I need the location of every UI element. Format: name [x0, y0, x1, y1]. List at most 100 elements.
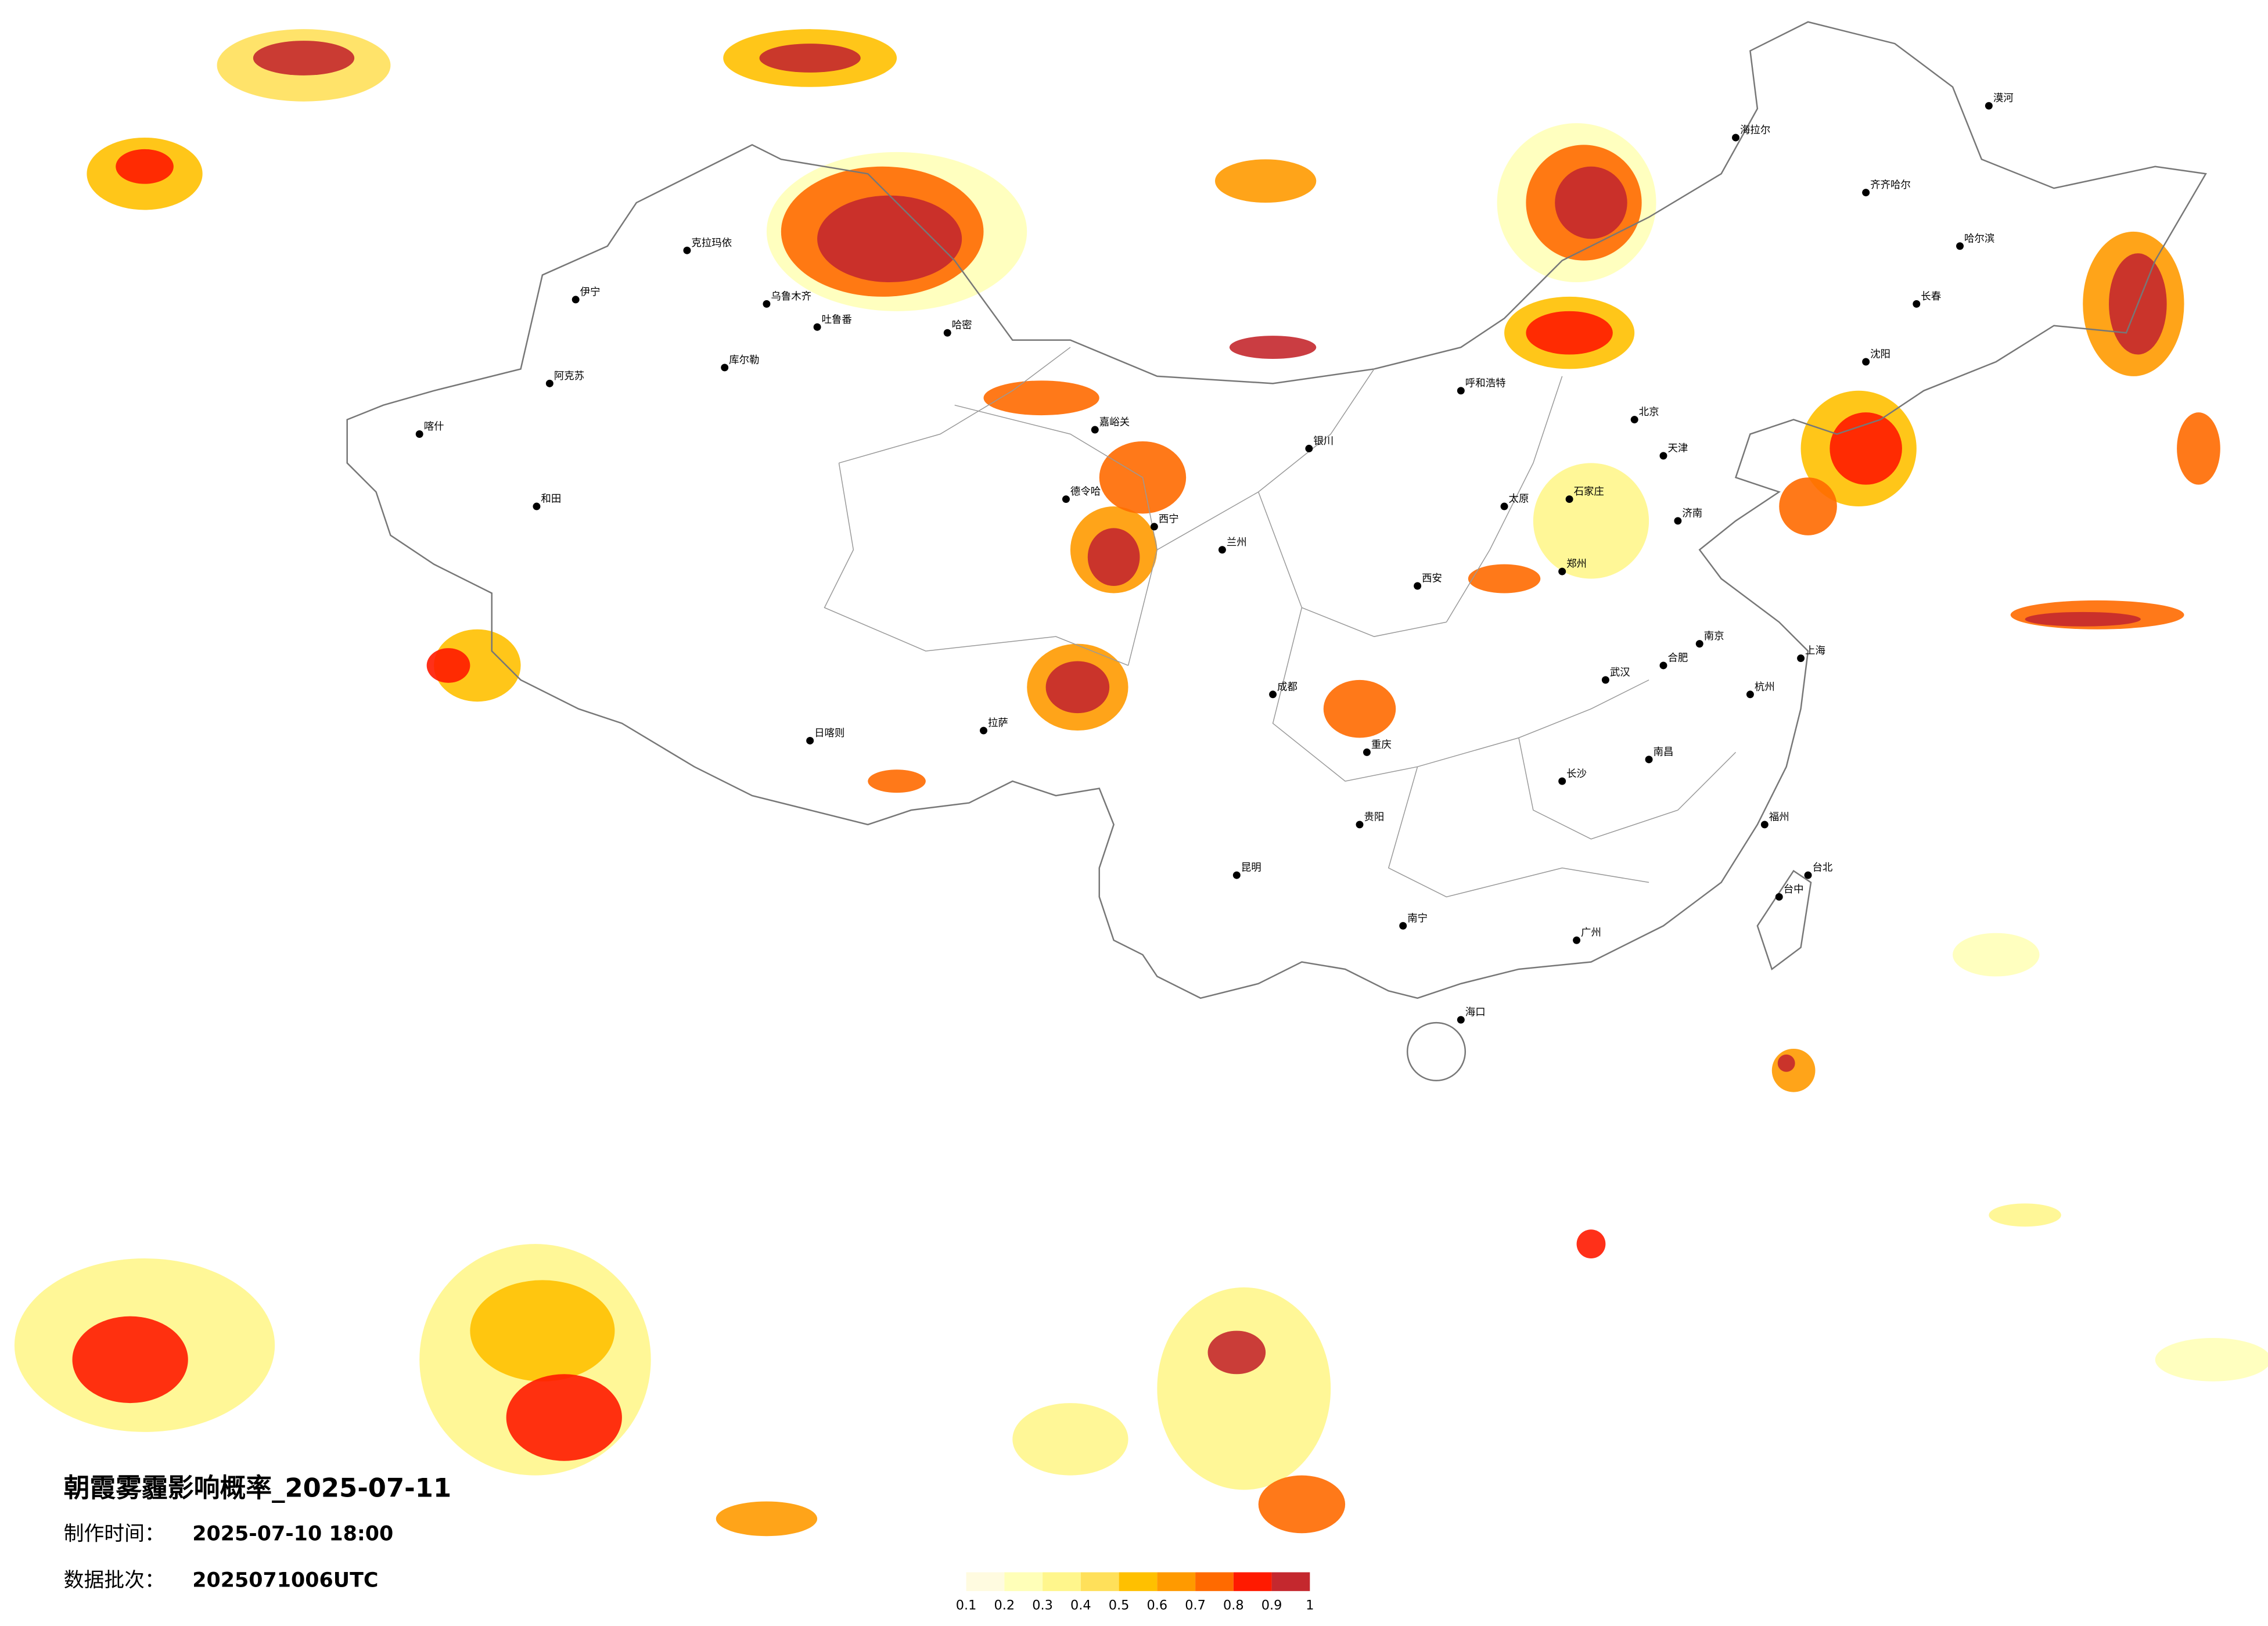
city-label: 南昌 [1654, 746, 1674, 758]
city-label: 合肥 [1667, 653, 1688, 664]
haze-patch [868, 769, 926, 793]
city-dot [1500, 502, 1508, 510]
city-dot [1305, 444, 1313, 452]
colorbar-tick-label: 0.7 [1185, 1598, 1206, 1613]
haze-layer [14, 29, 2268, 1537]
haze-patch [1323, 679, 1396, 738]
haze-patch [2177, 412, 2220, 485]
haze-patch [1045, 661, 1110, 714]
meta-value: 2025071006UTC [192, 1569, 378, 1592]
city-dot [763, 300, 771, 308]
city-label: 海拉尔 [1740, 125, 1770, 136]
map-title: 朝霞雾霾影响概率_2025-07-11 [64, 1473, 452, 1503]
haze-patch [1533, 463, 1649, 579]
city-dot [1659, 661, 1667, 670]
city-label: 天津 [1667, 443, 1688, 454]
city-label: 上海 [1805, 645, 1825, 657]
colorbar-swatch [1004, 1572, 1043, 1591]
colorbar-tick-label: 0.1 [956, 1598, 977, 1613]
city-dot [683, 246, 691, 254]
haze-patch [817, 195, 962, 283]
city-dot [415, 430, 423, 438]
city-dot [1218, 546, 1226, 554]
city-label: 阿克苏 [554, 370, 584, 382]
colorbar-tick-label: 0.3 [1032, 1598, 1053, 1613]
colorbar-swatch [1271, 1572, 1310, 1591]
city-label: 郑州 [1566, 559, 1587, 570]
haze-patch [506, 1374, 622, 1461]
meta-label: 数据批次： [64, 1569, 165, 1592]
haze-patch [1830, 412, 1902, 485]
haze-patch [1087, 528, 1140, 587]
city-dot [721, 364, 729, 372]
city-dot [980, 726, 987, 735]
city-label: 杭州 [1755, 681, 1775, 693]
haze-patch [1258, 1475, 1346, 1534]
city-label: 长沙 [1566, 768, 1587, 780]
city-label: 昆明 [1241, 862, 1261, 874]
haze-patch [2155, 1338, 2268, 1382]
city-label: 乌鲁木齐 [771, 291, 811, 303]
city-dot [1558, 567, 1566, 575]
haze-patch [1012, 1403, 1128, 1476]
city-label: 沈阳 [1870, 349, 1890, 361]
haze-patch [759, 44, 861, 73]
city-dot [1232, 871, 1241, 879]
city-dot [1862, 358, 1870, 366]
haze-patch [1214, 159, 1317, 203]
city-label: 喀什 [424, 421, 444, 433]
city-dot [533, 502, 541, 510]
haze-patch [1157, 1287, 1331, 1490]
colorbar-tick-label: 0.5 [1109, 1598, 1130, 1613]
colorbar-tick-label: 0.4 [1070, 1598, 1091, 1613]
haze-patch [1468, 564, 1541, 593]
city-dot [1732, 134, 1739, 142]
haze-patch [1953, 933, 2040, 977]
city-label: 南京 [1704, 631, 1724, 642]
city-dot [1457, 387, 1465, 395]
city-label: 福州 [1769, 811, 1789, 823]
city-dot [806, 737, 814, 744]
meta-label: 制作时间： [64, 1523, 165, 1546]
haze-patch [983, 380, 1099, 416]
city-dot [1150, 523, 1158, 531]
city-dot [1565, 495, 1573, 503]
meta-value: 2025-07-10 18:00 [192, 1523, 393, 1546]
city-dot [1399, 922, 1407, 930]
city-dot [1269, 690, 1277, 699]
colorbar-swatch [1119, 1572, 1158, 1591]
haze-patch [1229, 336, 1317, 359]
city-label: 石家庄 [1574, 486, 1604, 498]
colorbar-tick-label: 0.2 [994, 1598, 1015, 1613]
city-dot [1913, 300, 1921, 308]
city-label: 呼和浩特 [1465, 377, 1506, 389]
city-label: 台北 [1813, 862, 1833, 874]
city-dot [1645, 756, 1653, 764]
city-dot [1695, 640, 1703, 648]
city-dot [1659, 452, 1667, 460]
city-dot [943, 329, 951, 337]
city-label: 海口 [1465, 1007, 1486, 1019]
hainan-outline [1406, 1021, 1467, 1081]
city-label: 成都 [1277, 681, 1297, 693]
city-label: 太原 [1509, 494, 1529, 505]
haze-patch [116, 149, 174, 184]
city-dot [1630, 416, 1638, 424]
city-dot [1091, 426, 1099, 434]
city-dot [1062, 495, 1070, 503]
city-label: 齐齐哈尔 [1870, 179, 1911, 191]
haze-patch [1576, 1229, 1606, 1259]
haze-patch [716, 1501, 818, 1537]
city-label: 兰州 [1227, 537, 1247, 548]
city-dot [1457, 1016, 1465, 1024]
city-label: 哈密 [952, 320, 972, 332]
city-dot [1601, 676, 1609, 684]
city-dot [1674, 517, 1682, 525]
city-label: 拉萨 [988, 718, 1008, 729]
city-label: 武汉 [1610, 667, 1630, 678]
haze-patch [1526, 311, 1613, 355]
city-label: 长春 [1921, 291, 1941, 303]
city-label: 广州 [1581, 927, 1601, 939]
